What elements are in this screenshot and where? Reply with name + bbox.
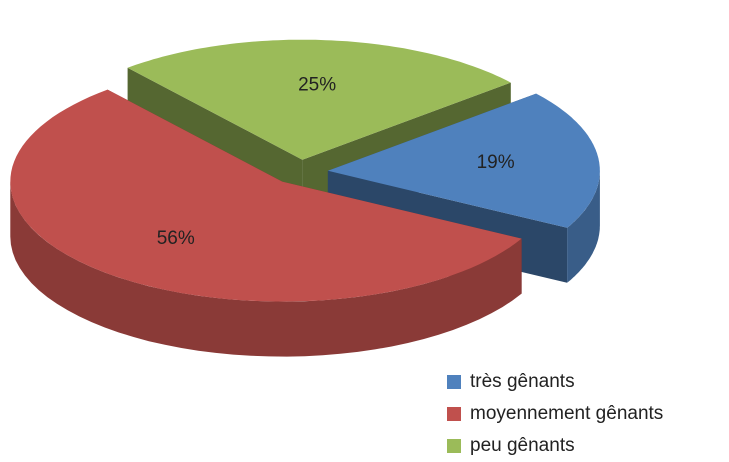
slice: [127, 39, 511, 160]
data-label: 25%: [298, 75, 336, 96]
legend-swatch: [447, 407, 461, 421]
slice-edge: [10, 181, 522, 357]
legend-label: très gênants: [470, 371, 575, 392]
slice-edge: [567, 170, 600, 283]
slice: [10, 89, 522, 302]
legend-swatch: [447, 439, 461, 453]
slice: [327, 93, 600, 228]
legend-swatch: [447, 375, 461, 389]
data-label: 56%: [157, 228, 195, 249]
legend-label: moyennement gênants: [470, 403, 663, 424]
data-label: 19%: [477, 152, 515, 173]
legend-label: peu gênants: [470, 435, 575, 456]
